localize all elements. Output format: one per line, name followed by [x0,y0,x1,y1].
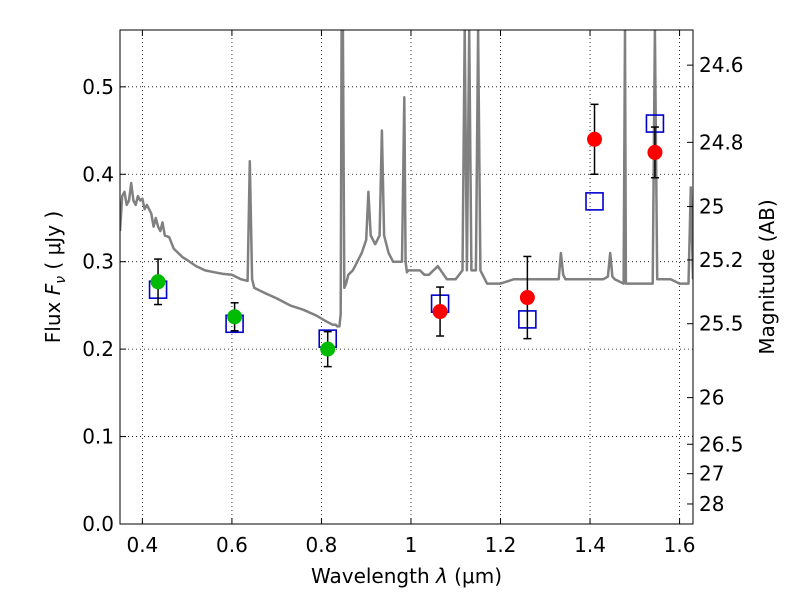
x-tick-label: 0.6 [216,533,248,557]
y-tick-label: 0.0 [82,512,114,536]
y2-tick-label: 25.5 [699,312,744,336]
y2-tick-label: 25 [699,195,724,219]
nir-point [432,304,448,320]
model-band-square [585,192,604,211]
data-markers [148,103,665,368]
y-axis-label: Flux Fν ( μJy ) [41,211,69,343]
nir-point [519,290,535,306]
x-tick-label: 0.8 [306,533,338,557]
y2-tick-label: 24.8 [699,130,744,154]
x-tick-label: 1.2 [485,533,517,557]
nir-point [587,131,603,147]
y-tick-label: 0.4 [82,162,114,186]
optical-point [150,274,166,290]
optical-point [227,309,243,325]
x-tick-label: 1 [405,533,418,557]
model-spectrum-line [120,30,693,328]
y2-axis-label: Magnitude (AB) [755,199,779,354]
y2-tick-label: 26 [699,386,724,410]
y-tick-label: 0.5 [82,75,114,99]
axis-ticks: 0.4 0.6 0.8 1 1.2 1.4 1.6 0.0 0.1 0.2 0.3 0.4 0.5 24.… [82,30,744,557]
optical-point [320,341,336,357]
y-tick-label: 0.2 [82,337,114,361]
axis-labels: Wavelength λ (μm) Flux Fν ( μJy ) Magnit… [41,199,779,588]
y2-tick-label: 25.2 [699,248,744,272]
model-spectrum-layer [120,30,693,328]
y2-tick-label: 24.6 [699,53,744,77]
plot-background [120,30,693,524]
y-tick-label: 0.1 [82,425,114,449]
x-tick-label: 1.6 [664,533,696,557]
x-tick-label: 1.4 [574,533,606,557]
y-tick-label: 0.3 [82,250,114,274]
y2-tick-label: 26.5 [699,432,744,456]
x-tick-label: 0.4 [126,533,158,557]
y2-tick-label: 27 [699,462,724,486]
nir-point [647,144,663,160]
plot-frame [119,29,694,525]
y2-tick-label: 28 [699,492,724,516]
x-axis-label: Wavelength λ (μm) [311,564,502,588]
